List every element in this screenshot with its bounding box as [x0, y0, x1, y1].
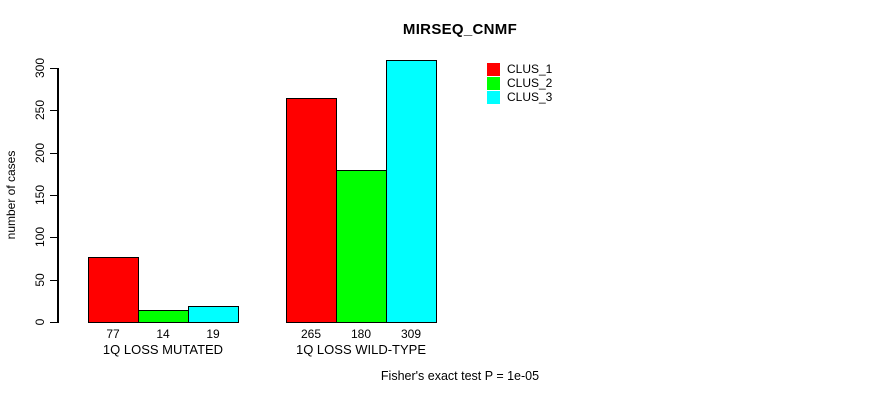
chart-title: MIRSEQ_CNMF	[402, 21, 518, 38]
y-tick	[50, 152, 57, 154]
legend-label: CLUS_3	[507, 90, 553, 104]
y-tick	[50, 68, 57, 69]
annotation-text: Fisher's exact test P = 1e-05	[380, 369, 540, 383]
legend-item: CLUS_1	[487, 62, 552, 76]
bar	[88, 257, 139, 323]
bar-value-label: 309	[400, 327, 422, 341]
y-tick	[50, 279, 57, 281]
y-tick-label: 50	[33, 272, 47, 287]
bar-value-label: 265	[300, 327, 322, 341]
bar-value-label: 77	[106, 327, 120, 341]
y-tick-label: 300	[33, 57, 47, 79]
y-tick	[50, 110, 57, 112]
y-tick	[50, 195, 57, 196]
category-label: 1Q LOSS WILD-TYPE	[295, 342, 427, 357]
legend-swatch	[487, 62, 500, 76]
bar-value-label: 180	[350, 327, 372, 341]
y-tick-label: 250	[33, 100, 47, 121]
category-label: 1Q LOSS MUTATED	[102, 342, 224, 357]
bar	[286, 98, 337, 323]
y-tick	[50, 322, 57, 323]
legend-item: CLUS_2	[487, 76, 552, 90]
y-tick-label: 0	[33, 318, 47, 326]
legend: CLUS_1 CLUS_2 CLUS_3	[487, 62, 552, 104]
legend-label: CLUS_2	[507, 76, 553, 90]
y-tick	[50, 237, 57, 239]
legend-label: CLUS_1	[507, 62, 553, 76]
y-tick-label: 150	[33, 184, 47, 206]
legend-swatch	[487, 90, 500, 104]
y-axis-line	[57, 68, 59, 323]
legend-item: CLUS_3	[487, 90, 552, 104]
bar-value-label: 19	[206, 327, 220, 341]
legend-swatch	[487, 76, 500, 90]
y-tick-label: 100	[33, 227, 47, 248]
bar	[188, 306, 239, 323]
bar	[386, 60, 437, 323]
bar	[336, 170, 387, 323]
y-tick-label: 200	[33, 142, 47, 163]
bar	[138, 310, 189, 323]
y-axis-title: number of cases	[4, 150, 18, 240]
bar-value-label: 14	[156, 327, 170, 341]
